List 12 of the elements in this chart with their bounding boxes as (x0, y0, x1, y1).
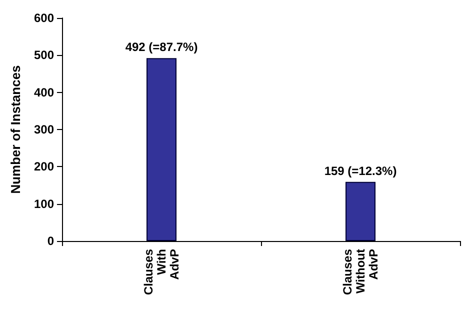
data-label: 492 (=87.7%) (125, 40, 198, 54)
y-tick-label: 200 (34, 160, 54, 174)
data-label: 159 (=12.3%) (324, 164, 397, 178)
y-axis-title: Number of Instances (8, 65, 23, 194)
y-tick-label: 500 (34, 48, 54, 62)
y-tick-label: 300 (34, 122, 54, 136)
y-tick-label: 0 (47, 234, 54, 248)
x-tick-label: Clauses Without AdvP (340, 248, 380, 296)
y-tick-label: 600 (34, 11, 54, 25)
x-tick-label: Clauses With AdvP (142, 248, 182, 296)
y-tick-label: 100 (34, 196, 54, 211)
y-tick-label: 400 (34, 85, 54, 100)
